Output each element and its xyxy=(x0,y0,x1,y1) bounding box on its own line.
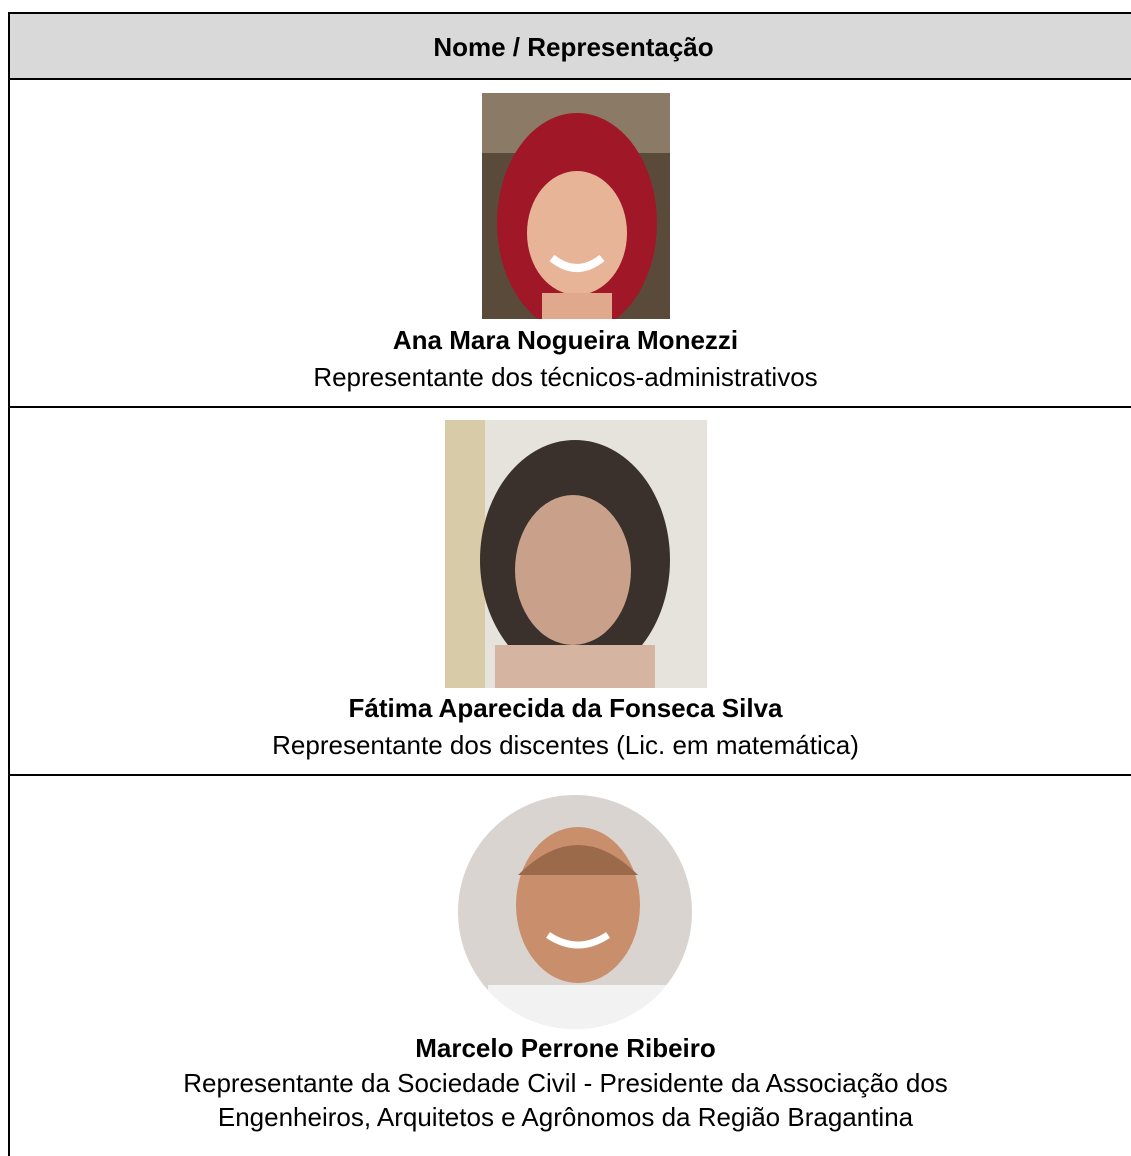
member-name: Ana Mara Nogueira Monezzi xyxy=(392,325,739,355)
table-header xyxy=(8,12,1131,80)
table-row xyxy=(8,408,1131,776)
member-role: Representante dos técnicos-administrativ… xyxy=(313,362,818,392)
table-row xyxy=(8,776,1131,1156)
photo xyxy=(482,93,670,319)
member-role: Engenheiros, Arquitetos e Agrônomos da R… xyxy=(217,1102,914,1132)
table-row xyxy=(8,80,1131,408)
photo xyxy=(445,420,707,688)
member-name: Marcelo Perrone Ribeiro xyxy=(415,1033,716,1063)
photo xyxy=(458,795,692,1029)
member-role: Representante dos discentes (Lic. em mat… xyxy=(272,730,859,760)
member-role: Representante da Sociedade Civil - Presi… xyxy=(183,1068,948,1098)
header-title: Nome / Representação xyxy=(433,32,714,62)
member-name: Fátima Aparecida da Fonseca Silva xyxy=(348,693,783,723)
